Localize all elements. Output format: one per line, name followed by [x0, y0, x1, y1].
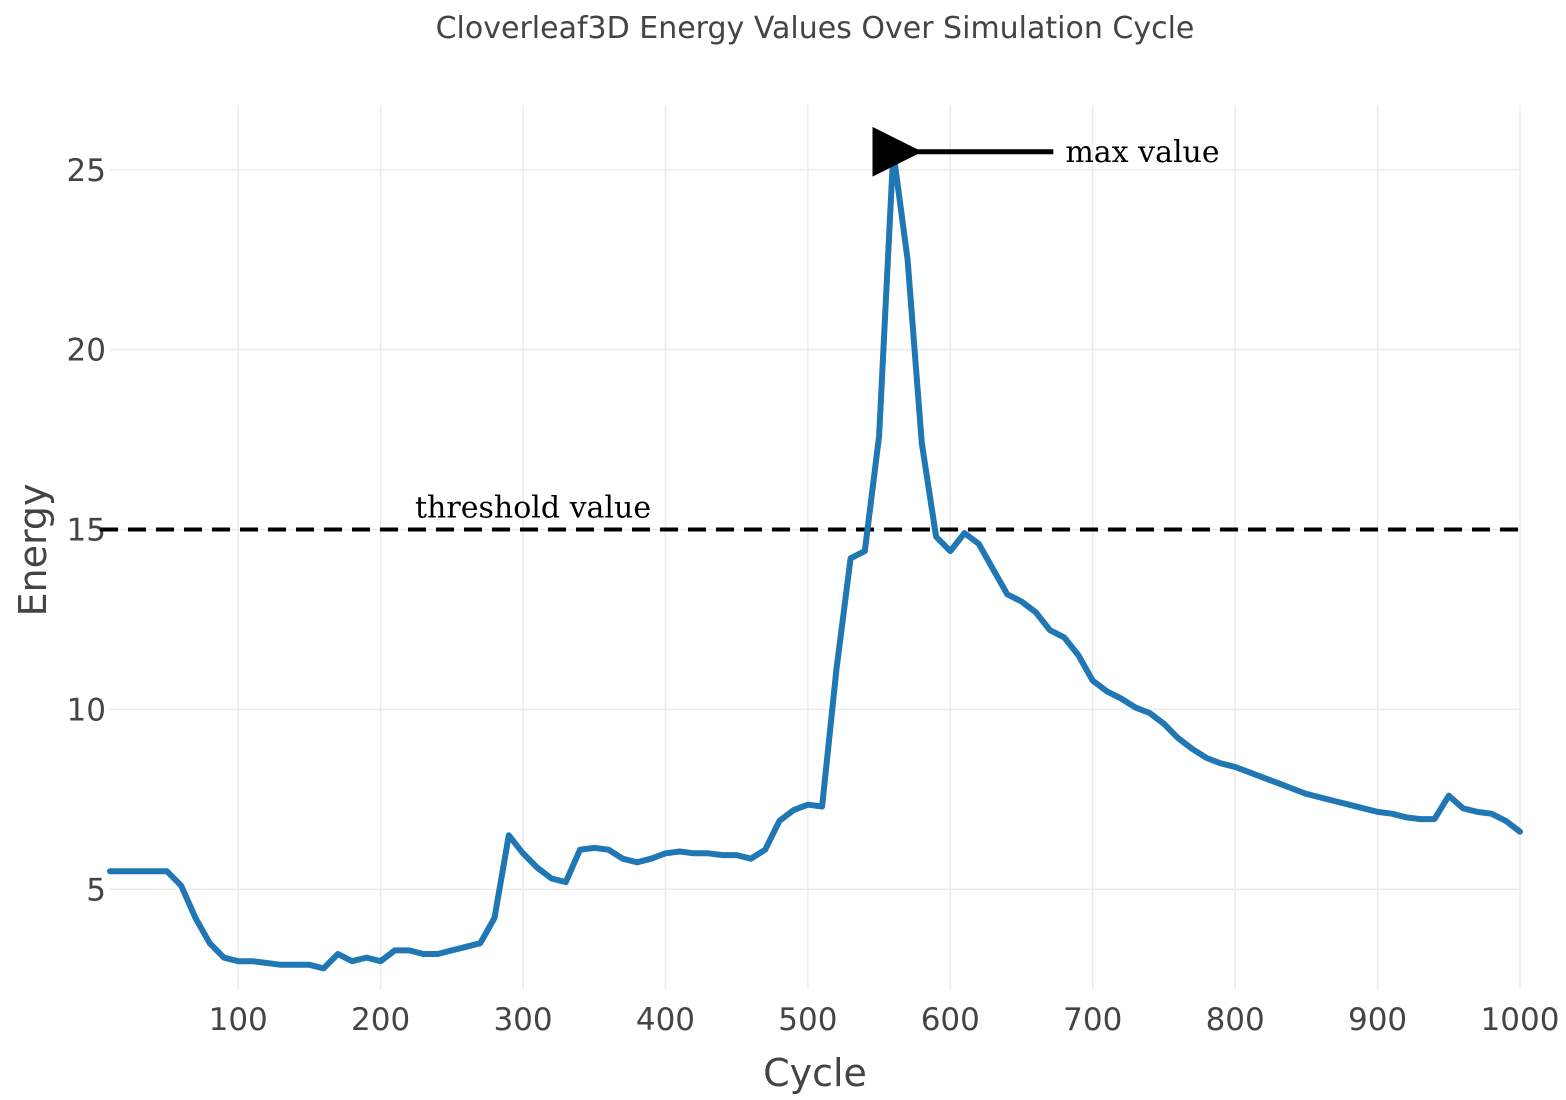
x-axis-label: Cycle: [763, 1051, 867, 1095]
x-tick-label: 100: [209, 1002, 268, 1038]
tick-labels: 100 200 300 400 500 600 700 800 900 1000 5 10 15 20 25: [67, 153, 1560, 1038]
gridlines: [110, 105, 1521, 990]
x-tick-label: 900: [1348, 1002, 1407, 1038]
x-tick-label: 600: [921, 1002, 980, 1038]
threshold-layer: threshold value: [100, 491, 1520, 532]
annotation-layer: max value: [872, 126, 1220, 177]
x-tick-label: 200: [351, 1002, 410, 1038]
x-tick-label: 800: [1206, 1002, 1265, 1038]
x-tick-label: 400: [636, 1002, 695, 1038]
x-tick-label: 700: [1063, 1002, 1122, 1038]
y-tick-label: 15: [67, 513, 106, 549]
series-layer: [107, 148, 1523, 972]
x-tick-label: 1000: [1481, 1002, 1560, 1038]
x-tick-label: 300: [493, 1002, 552, 1038]
y-tick-label: 20: [67, 333, 106, 369]
y-tick-label: 10: [67, 692, 106, 728]
y-tick-label: 5: [86, 872, 106, 908]
y-axis-label: Energy: [11, 483, 55, 616]
max-value-label: max value: [1065, 135, 1219, 170]
y-tick-label: 25: [67, 153, 106, 189]
threshold-label: threshold value: [415, 491, 651, 526]
x-tick-label: 500: [778, 1002, 837, 1038]
chart-title: Cloverleaf3D Energy Values Over Simulati…: [436, 11, 1195, 46]
energy-series-line: [107, 148, 1523, 972]
